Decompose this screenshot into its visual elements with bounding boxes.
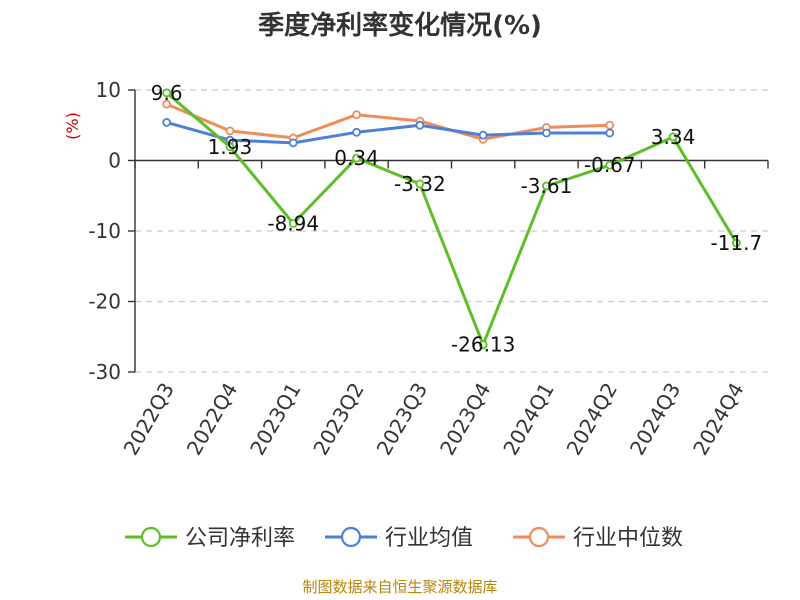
data-point — [162, 88, 172, 98]
series-line — [166, 102, 610, 141]
data-label: 9.6 — [151, 81, 183, 105]
y-tick-label: -30 — [88, 360, 121, 384]
x-tick-label: 2023Q2 — [308, 379, 368, 460]
data-point — [162, 99, 172, 109]
x-tick-label: 2024Q3 — [625, 379, 685, 460]
legend-marker — [140, 526, 162, 548]
data-point — [415, 120, 425, 130]
y-tick-label: 0 — [108, 149, 121, 173]
data-point — [162, 118, 172, 127]
y-tick-label: 10 — [96, 78, 121, 102]
x-tick-label: 2024Q2 — [562, 379, 622, 460]
data-label: 3.34 — [651, 125, 696, 149]
data-point — [288, 219, 298, 228]
data-point — [352, 127, 361, 137]
data-point — [478, 130, 488, 140]
data-point — [352, 110, 361, 120]
data-label: -3.32 — [394, 172, 446, 196]
data-labels: 9.6 1.93 -8.94 0.34 -3.32 -26.13 -3.61 -0.67 3.3… — [151, 81, 762, 357]
data-point — [668, 132, 678, 142]
data-label: -8.94 — [267, 212, 319, 236]
legend[interactable]: 公司净利率 行业均值 行业中位数 — [125, 526, 683, 551]
data-point — [288, 138, 298, 148]
series-line — [165, 91, 738, 347]
data-label: -11.7 — [710, 231, 762, 255]
x-tick-label: 2023Q4 — [435, 379, 495, 460]
data-point — [731, 238, 741, 248]
chart-title: 季度净利率变化情况(%) — [258, 10, 542, 41]
y-tick-labels: 10 0 -10 -20 -30 — [88, 78, 121, 384]
y-tick-label: -20 — [88, 290, 121, 314]
data-point — [605, 128, 615, 138]
legend-label: 公司净利率 — [185, 526, 295, 551]
legend-label: 行业均值 — [385, 526, 473, 551]
series-lines — [162, 88, 741, 350]
data-point — [542, 181, 551, 191]
x-tick-label: 2024Q4 — [688, 379, 748, 460]
x-tick-label: 2023Q1 — [245, 379, 305, 460]
x-tick-label: 2022Q3 — [119, 379, 179, 460]
data-point — [352, 153, 361, 163]
data-point — [542, 128, 551, 138]
legend-item[interactable]: 行业中位数 — [513, 526, 683, 551]
data-label: -0.67 — [584, 153, 636, 177]
y-axis-unit: (%) — [63, 112, 82, 140]
legend-item[interactable]: 行业均值 — [325, 526, 473, 551]
legend-marker — [340, 526, 362, 548]
data-label: -3.61 — [521, 174, 573, 198]
data-label: 0.34 — [334, 146, 379, 170]
data-point — [478, 340, 488, 350]
x-tick-label: 2024Q1 — [498, 379, 558, 460]
source-note: 制图数据来自恒生聚源数据库 — [302, 578, 497, 596]
legend-marker — [528, 526, 550, 548]
data-point — [605, 120, 615, 130]
data-point — [605, 160, 615, 170]
x-tick-labels: 2022Q3 2022Q4 2023Q1 2023Q2 2023Q3 2023Q4 2024… — [119, 379, 749, 460]
series-line — [166, 120, 610, 145]
data-point — [225, 126, 235, 136]
data-point — [415, 179, 425, 189]
x-tick-label: 2022Q4 — [182, 379, 242, 460]
data-point — [225, 142, 235, 152]
data-label: 1.93 — [208, 135, 253, 159]
legend-label: 行业中位数 — [573, 526, 683, 551]
x-tick-label: 2023Q3 — [372, 379, 432, 460]
data-label: -26.13 — [451, 333, 515, 357]
legend-item[interactable]: 公司净利率 — [125, 526, 295, 551]
y-tick-label: -10 — [88, 219, 121, 243]
